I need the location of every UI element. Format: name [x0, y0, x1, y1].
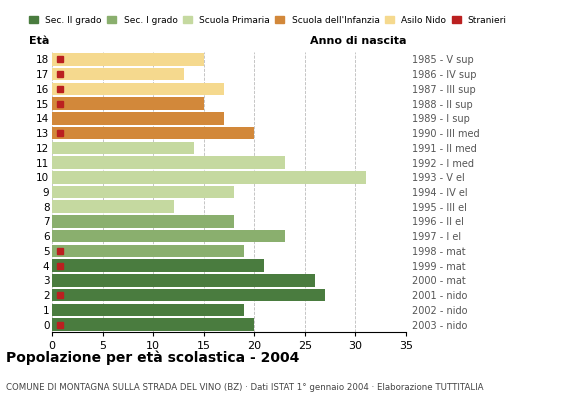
- Bar: [52, 289, 325, 302]
- Text: COMUNE DI MONTAGNA SULLA STRADA DEL VINO (BZ) · Dati ISTAT 1° gennaio 2004 · Ela: COMUNE DI MONTAGNA SULLA STRADA DEL VINO…: [6, 383, 483, 392]
- Bar: [52, 112, 224, 124]
- Bar: [52, 274, 315, 287]
- Bar: [52, 142, 194, 154]
- Bar: [52, 156, 285, 169]
- Text: Anno di nascita: Anno di nascita: [310, 36, 406, 46]
- Bar: [52, 304, 244, 316]
- Bar: [52, 186, 234, 198]
- Bar: [52, 82, 224, 95]
- Bar: [52, 230, 285, 242]
- Bar: [52, 127, 255, 139]
- Bar: [52, 318, 255, 331]
- Bar: [52, 53, 204, 66]
- Bar: [52, 260, 264, 272]
- Text: Età: Età: [29, 36, 49, 46]
- Bar: [52, 171, 365, 184]
- Legend: Sec. II grado, Sec. I grado, Scuola Primaria, Scuola dell'Infanzia, Asilo Nido, : Sec. II grado, Sec. I grado, Scuola Prim…: [29, 16, 507, 25]
- Bar: [52, 245, 244, 257]
- Text: Popolazione per età scolastica - 2004: Popolazione per età scolastica - 2004: [6, 350, 299, 365]
- Bar: [52, 97, 204, 110]
- Bar: [52, 68, 184, 80]
- Bar: [52, 200, 173, 213]
- Bar: [52, 215, 234, 228]
